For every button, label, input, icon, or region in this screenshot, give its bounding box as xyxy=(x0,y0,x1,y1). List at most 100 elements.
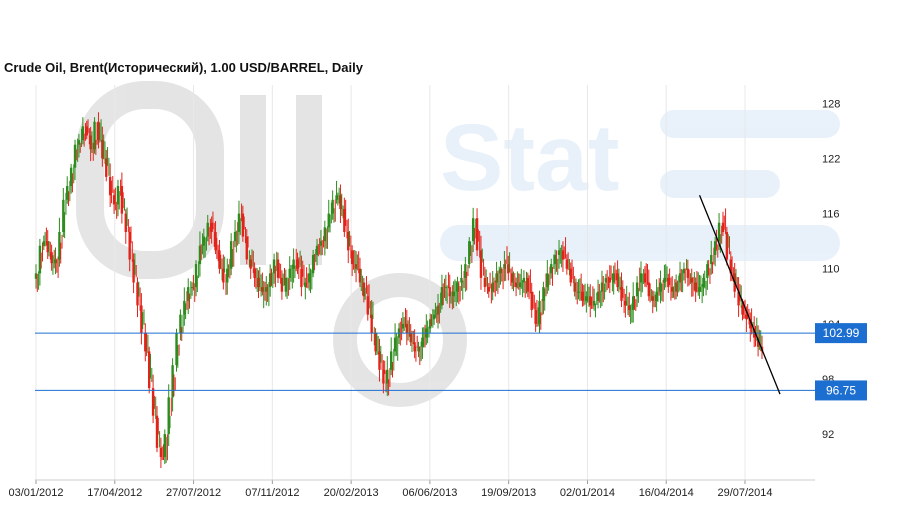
candle-body xyxy=(713,241,717,255)
candle-body xyxy=(140,305,143,334)
candle-body xyxy=(54,259,57,264)
y-tick-label: 110 xyxy=(822,264,840,276)
candle-body xyxy=(717,222,721,242)
candle-body xyxy=(589,296,592,306)
candle-body xyxy=(690,277,693,283)
candle-body xyxy=(522,277,526,283)
candle-body xyxy=(144,333,147,352)
candle-body xyxy=(136,282,139,306)
candle-body xyxy=(374,333,377,352)
candle-body xyxy=(577,291,580,293)
candle-body xyxy=(34,273,38,279)
candle-body xyxy=(272,259,276,274)
candle-body xyxy=(210,222,213,232)
candle-body xyxy=(62,199,65,232)
x-tick-label: 20/02/2013 xyxy=(324,487,379,499)
candle-body xyxy=(432,314,436,320)
candle-body xyxy=(483,277,487,288)
candle-body xyxy=(151,388,155,416)
candle-body xyxy=(155,415,159,448)
candle-body xyxy=(304,282,307,288)
candle-body xyxy=(382,369,385,384)
candle-body xyxy=(510,273,514,283)
x-tick-label: 02/01/2014 xyxy=(560,487,615,499)
candle-body xyxy=(616,273,619,288)
candle-body xyxy=(569,268,572,283)
candle-body xyxy=(241,213,245,237)
candle-body xyxy=(561,250,565,260)
candle-body xyxy=(222,268,225,283)
x-tick-label: 06/06/2013 xyxy=(402,487,457,499)
candle-body xyxy=(405,323,409,334)
candle-body xyxy=(538,300,541,324)
candle-body xyxy=(249,259,252,269)
candle-body xyxy=(89,135,92,150)
candle-body xyxy=(378,351,381,370)
candle-body xyxy=(460,277,463,283)
candle-body xyxy=(112,195,116,205)
candle-body xyxy=(226,268,229,283)
candle-body xyxy=(440,287,444,306)
candle-body xyxy=(362,282,366,297)
candle-body xyxy=(417,346,420,352)
reference-label: 96.75 xyxy=(826,383,856,397)
candle-body xyxy=(284,277,288,292)
candle-body xyxy=(596,291,600,301)
candle-body xyxy=(370,314,373,334)
candle-body xyxy=(503,264,506,269)
candle-body xyxy=(171,365,174,398)
candle-body xyxy=(448,287,451,297)
candle-body xyxy=(721,222,725,232)
candle-body xyxy=(573,282,576,292)
candle-body xyxy=(436,305,440,315)
candle-body xyxy=(706,264,709,278)
svg-text:Stat: Stat xyxy=(440,105,619,211)
candle-body xyxy=(491,282,494,292)
candle-body xyxy=(585,296,588,301)
candle-body xyxy=(147,351,151,389)
candle-body xyxy=(198,245,202,265)
candle-body xyxy=(159,447,163,458)
candle-body xyxy=(206,222,209,237)
candle-body xyxy=(327,213,330,228)
candle-body xyxy=(514,282,518,288)
candle-body xyxy=(323,227,327,242)
x-tick-label: 16/04/2014 xyxy=(639,487,694,499)
candle-body xyxy=(631,296,635,311)
candle-body xyxy=(101,140,104,159)
reference-label: 102.99 xyxy=(823,326,860,340)
candle-body xyxy=(81,126,85,141)
candle-body xyxy=(655,291,658,301)
candle-body xyxy=(702,277,705,288)
candle-body xyxy=(592,300,596,306)
candle-body xyxy=(93,121,96,150)
candle-body xyxy=(292,259,295,269)
candle-body xyxy=(265,287,268,292)
candle-body xyxy=(73,144,77,168)
candle-body xyxy=(495,273,498,283)
candle-body xyxy=(647,282,651,297)
candle-body xyxy=(120,186,124,214)
candle-body xyxy=(233,231,237,242)
candle-body xyxy=(452,291,455,297)
candle-body xyxy=(499,268,502,274)
candle-body xyxy=(698,287,701,292)
candle-body xyxy=(659,282,662,292)
candle-body xyxy=(97,121,100,141)
reference-badge xyxy=(815,380,867,401)
candle-body xyxy=(565,259,569,269)
candle-body xyxy=(214,231,217,251)
candle-body xyxy=(202,236,206,246)
trend-line xyxy=(698,194,781,395)
candle-body xyxy=(187,287,190,301)
x-tick-label: 07/11/2012 xyxy=(245,487,299,499)
x-tick-label: 17/04/2012 xyxy=(87,487,142,499)
candle-body xyxy=(468,241,471,265)
candle-body xyxy=(354,264,358,269)
candle-body xyxy=(300,268,303,288)
candle-body xyxy=(38,245,42,274)
candle-body xyxy=(678,273,682,283)
candle-body xyxy=(253,268,256,278)
candle-body xyxy=(557,250,561,255)
